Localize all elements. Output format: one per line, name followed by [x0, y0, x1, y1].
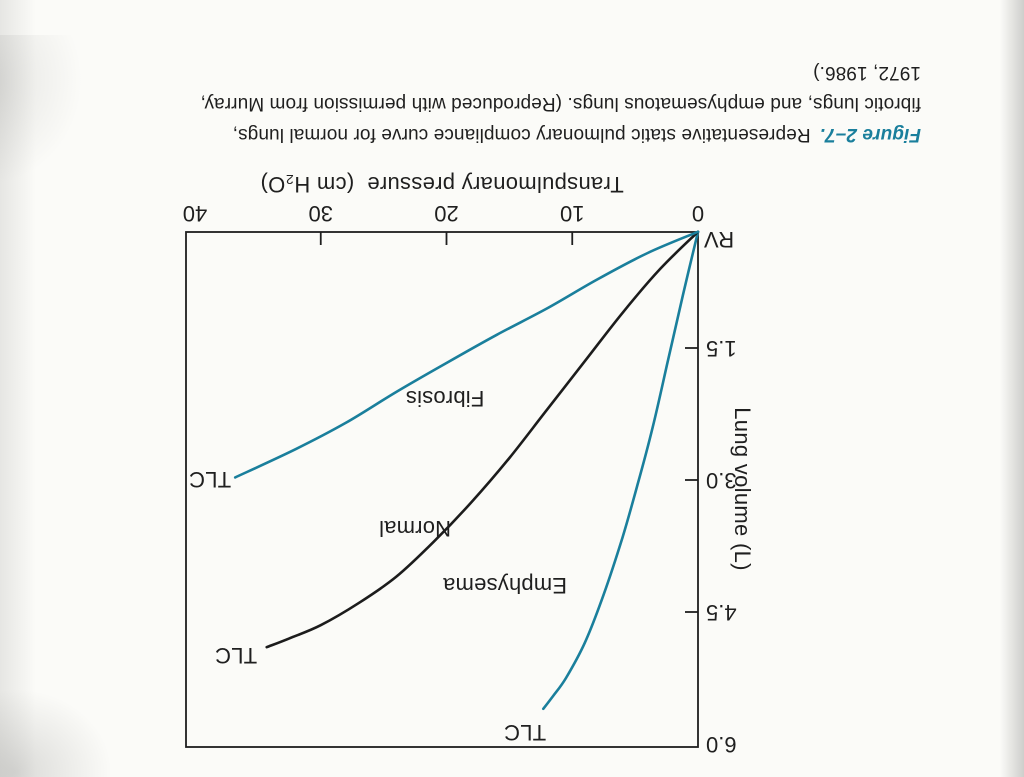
scan-shadow-right [1000, 0, 1024, 777]
tlc-label-fibrosis: TLC [188, 467, 232, 492]
curve-label-normal: Normal [378, 516, 452, 541]
scan-smudge-top-left [0, 35, 83, 185]
figure-caption: Figure 2–7. Representative static pulmona… [21, 57, 921, 150]
tlc-label-emphysema: TLC [503, 720, 547, 745]
scan-smudge-bottom-left [0, 682, 120, 777]
curve-fibrosis [233, 230, 700, 479]
caption-line-3: 1972, 1986.) [813, 62, 921, 83]
plot-frame [185, 231, 699, 748]
curve-emphysema [542, 230, 700, 711]
tlc-label-normal: TLC [214, 643, 258, 668]
x-axis-title: Transpulmonary pressure (cm H₂O) [260, 172, 624, 197]
curve-label-emphysema: Emphysema [442, 573, 568, 598]
curve-label-fibrosis: Fibrosis [405, 386, 485, 411]
rv-origin-label: RV [704, 227, 735, 252]
caption-line-1: Representative static pulmonary complian… [232, 124, 811, 145]
y-axis-title: Lung volume (L) [730, 407, 755, 571]
figure-number: Figure 2–7. [819, 124, 921, 145]
curve-normal [265, 230, 700, 649]
caption-line-2: fibrotic lungs, and emphysematous lungs.… [200, 93, 921, 114]
scan-shadow-left [0, 0, 36, 777]
